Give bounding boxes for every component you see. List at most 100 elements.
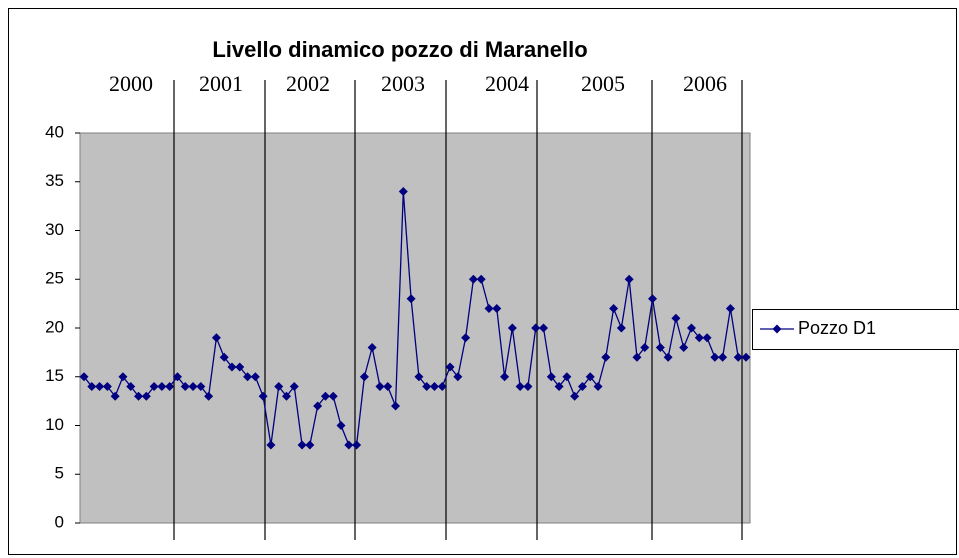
- marker: [367, 343, 377, 352]
- marker: [702, 333, 712, 343]
- marker: [609, 304, 619, 313]
- marker: [492, 304, 502, 313]
- marker: [585, 372, 595, 382]
- year-label: 2006: [683, 71, 727, 96]
- marker: [671, 313, 681, 323]
- marker: [570, 391, 580, 401]
- marker: [258, 391, 268, 401]
- marker: [461, 333, 471, 343]
- marker: [679, 343, 689, 352]
- legend-label: Pozzo D1: [798, 318, 876, 338]
- marker: [632, 352, 642, 362]
- marker: [500, 372, 510, 382]
- marker: [281, 391, 291, 401]
- y-tick-label: 15: [45, 366, 64, 385]
- marker: [352, 440, 362, 450]
- year-label: 2004: [485, 71, 529, 96]
- marker: [429, 382, 439, 391]
- marker: [741, 352, 751, 362]
- marker: [476, 274, 486, 284]
- marker: [165, 382, 175, 391]
- marker: [359, 372, 369, 382]
- marker: [320, 391, 330, 401]
- marker: [391, 401, 401, 411]
- marker: [484, 304, 494, 313]
- marker: [414, 372, 424, 382]
- year-label: 2005: [581, 71, 625, 96]
- marker: [180, 382, 190, 391]
- marker: [601, 352, 611, 362]
- marker: [297, 440, 307, 450]
- marker: [243, 372, 253, 382]
- marker: [95, 382, 105, 391]
- y-tick-label: 10: [45, 415, 64, 434]
- marker: [305, 440, 315, 450]
- marker: [398, 187, 408, 196]
- legend-marker: [772, 324, 782, 334]
- marker: [188, 382, 198, 391]
- marker: [562, 372, 572, 382]
- marker: [126, 382, 136, 391]
- marker: [655, 343, 665, 352]
- marker: [725, 304, 735, 313]
- marker: [694, 333, 704, 343]
- marker: [196, 382, 206, 391]
- marker: [266, 440, 276, 450]
- marker: [718, 352, 728, 362]
- marker: [313, 401, 323, 411]
- marker: [227, 362, 237, 372]
- marker: [554, 382, 564, 391]
- marker: [250, 372, 260, 382]
- marker: [328, 391, 338, 401]
- y-tick-label: 35: [45, 171, 64, 190]
- marker: [149, 382, 159, 391]
- marker: [383, 382, 393, 391]
- year-label: 2003: [381, 71, 425, 96]
- marker: [648, 294, 658, 304]
- marker: [577, 382, 587, 391]
- marker: [87, 382, 97, 391]
- marker: [219, 352, 229, 362]
- marker: [118, 372, 128, 382]
- marker: [204, 391, 214, 401]
- marker: [110, 391, 120, 401]
- marker: [507, 323, 517, 333]
- plot-area: [79, 132, 751, 524]
- year-label: 2002: [286, 71, 330, 96]
- y-tick-label: 0: [55, 512, 64, 531]
- marker: [531, 323, 541, 333]
- marker: [102, 382, 112, 391]
- marker: [539, 323, 549, 333]
- marker: [211, 333, 221, 343]
- marker: [134, 391, 144, 401]
- marker: [624, 274, 634, 284]
- marker: [289, 382, 299, 391]
- year-label: 2000: [109, 71, 153, 96]
- marker: [445, 362, 455, 372]
- marker: [141, 391, 151, 401]
- marker: [663, 352, 673, 362]
- marker: [336, 421, 346, 430]
- y-tick-label: 5: [55, 464, 64, 483]
- marker: [437, 382, 447, 391]
- marker: [733, 352, 743, 362]
- chart-title: Livello dinamico pozzo di Maranello: [212, 37, 587, 62]
- marker: [157, 382, 167, 391]
- marker: [344, 440, 354, 450]
- marker: [453, 372, 463, 382]
- marker: [616, 323, 626, 333]
- marker: [79, 372, 89, 382]
- marker: [546, 372, 556, 382]
- marker: [686, 323, 696, 333]
- y-tick-label: 20: [45, 317, 64, 336]
- marker: [593, 382, 603, 391]
- y-tick-label: 30: [45, 220, 64, 239]
- marker: [235, 362, 245, 372]
- marker: [468, 274, 478, 284]
- y-tick-label: 40: [45, 122, 64, 141]
- marker: [375, 382, 385, 391]
- marker: [710, 352, 720, 362]
- year-label: 2001: [199, 71, 243, 96]
- marker: [274, 382, 284, 391]
